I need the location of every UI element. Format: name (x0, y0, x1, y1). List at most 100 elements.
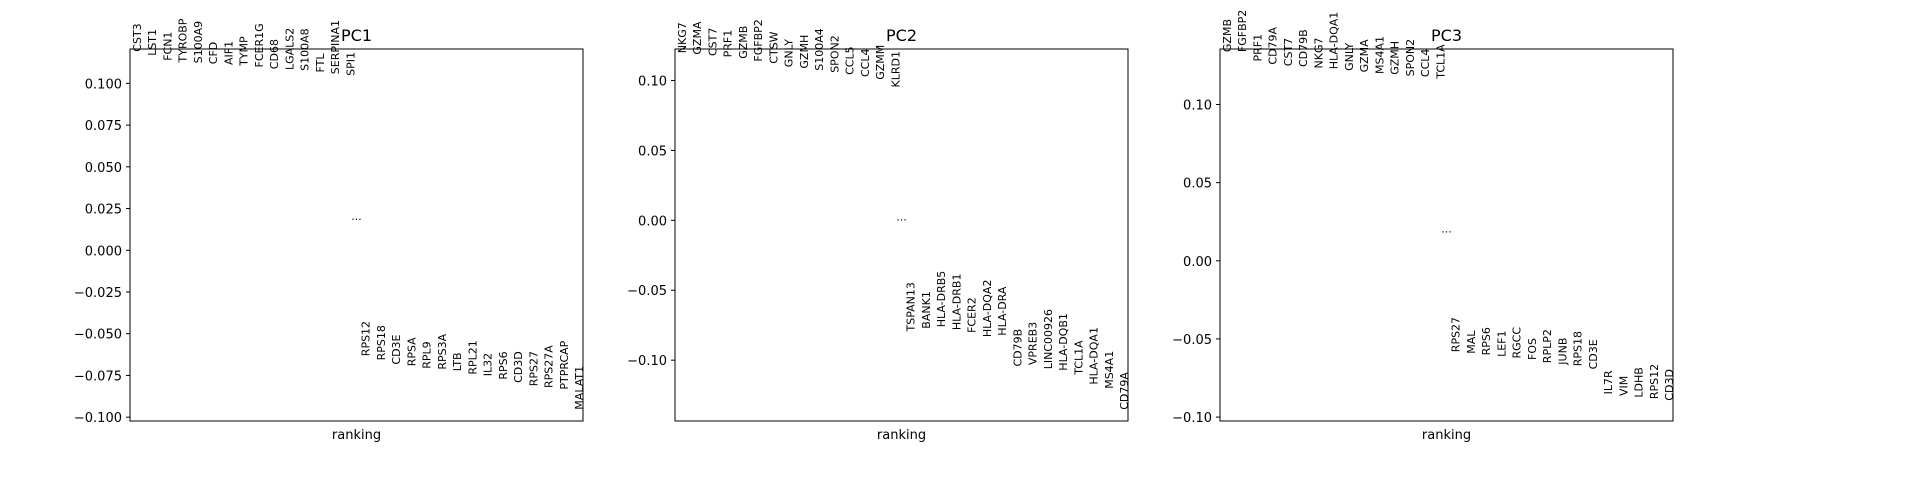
gene-label: CD68 (268, 39, 281, 69)
y-tick-label: −0.025 (74, 286, 122, 301)
y-tick-label: −0.10 (627, 354, 667, 369)
gene-label: MS4A1 (1373, 36, 1386, 74)
gene-label: CST3 (131, 23, 144, 51)
gene-label: HLA-DQB1 (1057, 313, 1070, 371)
gene-label: HLA-DRB5 (935, 271, 948, 328)
gene-label: HLA-DRA (996, 286, 1009, 336)
y-tick-label: 0.050 (85, 161, 122, 176)
gene-label: TSPAN13 (905, 282, 918, 332)
gene-label: CCL4 (1419, 49, 1432, 78)
gene-label: BANK1 (920, 291, 933, 329)
gene-label: SPI1 (344, 52, 357, 76)
gene-label: PRF1 (1252, 34, 1265, 62)
gene-label: GNLY (1343, 42, 1356, 70)
gene-label: FCER1G (253, 23, 266, 67)
gene-label: AIF1 (222, 41, 235, 65)
gene-label: RPS27 (1450, 317, 1463, 352)
gene-label: GZMA (1358, 39, 1371, 73)
gene-label: LGALS2 (283, 28, 296, 70)
plot-frame (1219, 48, 1674, 422)
gene-label: LINC00926 (1042, 309, 1055, 369)
x-axis-label: ranking (332, 428, 381, 443)
gene-label: IL7R (1602, 370, 1615, 394)
y-tick-label: −0.10 (1172, 411, 1212, 426)
gene-label: TYROBP (177, 18, 190, 63)
gene-label: RPS18 (1572, 331, 1585, 366)
gene-label: CFD (207, 42, 220, 64)
gene-label: HLA-DRB1 (950, 274, 963, 331)
gene-label: RPSA (405, 337, 418, 366)
gene-label: HLA-DQA2 (981, 280, 994, 338)
gene-label: S100A8 (299, 28, 312, 71)
y-tick-label: 0.10 (638, 74, 667, 89)
gene-label: LTB (451, 352, 464, 371)
y-tick-label: −0.05 (1172, 333, 1212, 348)
gene-label: SPON2 (1404, 39, 1417, 77)
plot-frame (674, 48, 1129, 422)
ellipsis-marker: ... (896, 210, 907, 223)
gene-label: CD3D (512, 351, 525, 383)
gene-label: LST1 (146, 29, 159, 56)
gene-label: GZMA (691, 21, 704, 55)
y-tick-label: 0.10 (1183, 98, 1212, 113)
y-tick-label: 0.05 (638, 144, 667, 159)
gene-label: RPS27A (543, 345, 556, 388)
gene-label: VIM (1617, 376, 1630, 396)
y-tick-label: −0.050 (74, 328, 122, 343)
gene-label: SERPINA1 (329, 20, 342, 74)
gene-label: CCL5 (844, 46, 857, 75)
gene-label: MAL (1465, 330, 1478, 354)
gene-label: CD79A (1118, 372, 1131, 410)
gene-label: S100A4 (813, 28, 826, 71)
chart-title: PC1 (341, 26, 372, 45)
gene-label: RPS27 (527, 351, 540, 386)
gene-label: FCN1 (162, 32, 175, 61)
gene-label: RGCC (1511, 327, 1524, 359)
gene-label: KLRD1 (889, 51, 902, 87)
y-tick-label: 0.000 (85, 244, 122, 259)
y-tick-label: −0.100 (74, 411, 122, 426)
gene-label: S100A9 (192, 21, 205, 64)
gene-label: CCL4 (859, 49, 872, 78)
gene-label: NKG7 (1312, 38, 1325, 69)
gene-label: CST7 (707, 28, 720, 56)
gene-label: LEF1 (1495, 330, 1508, 356)
ellipsis-marker: ... (351, 210, 362, 223)
gene-label: RPL21 (466, 340, 479, 374)
gene-label: FGFBP2 (1236, 10, 1249, 52)
gene-label: JUNB (1556, 338, 1569, 366)
y-tick-label: 0.025 (85, 203, 122, 218)
gene-label: VPREB3 (1027, 322, 1040, 365)
gene-label: CD3E (390, 334, 403, 364)
gene-label: MS4A1 (1103, 351, 1116, 389)
gene-label: SPON2 (828, 35, 841, 73)
gene-label: CST7 (1282, 38, 1295, 66)
gene-label: RPS6 (497, 351, 510, 379)
gene-label: GZMH (1389, 41, 1402, 75)
pc-panel-pc1: PC1 ranking 0.100 0.075 0.050 0.025 0.000 −0.02… (74, 18, 586, 443)
gene-label: CD79B (1297, 29, 1310, 67)
gene-label: GZMB (1221, 19, 1234, 52)
gene-label: LDHB (1633, 367, 1646, 397)
chart-title: PC3 (1431, 26, 1462, 45)
x-axis-label: ranking (1422, 428, 1471, 443)
gene-label: CTSW (767, 31, 780, 63)
y-tick-label: 0.00 (638, 214, 667, 229)
gene-label: RPS18 (375, 325, 388, 360)
gene-label: PTPRCAP (558, 340, 571, 389)
gene-label: RPLP2 (1541, 329, 1554, 363)
y-tick-label: 0.100 (85, 77, 122, 92)
gene-label: NKG7 (676, 22, 689, 53)
gene-label: RPS12 (1648, 364, 1661, 399)
gene-label: CD3D (1663, 369, 1676, 401)
gene-label: CD79A (1267, 26, 1280, 64)
gene-label: CD79B (1011, 329, 1024, 367)
y-tick-label: −0.075 (74, 369, 122, 384)
gene-label: IL32 (482, 353, 495, 376)
ellipsis-marker: ... (1441, 223, 1452, 236)
gene-label: GNLY (783, 39, 796, 67)
gene-label: GZMH (798, 35, 811, 69)
